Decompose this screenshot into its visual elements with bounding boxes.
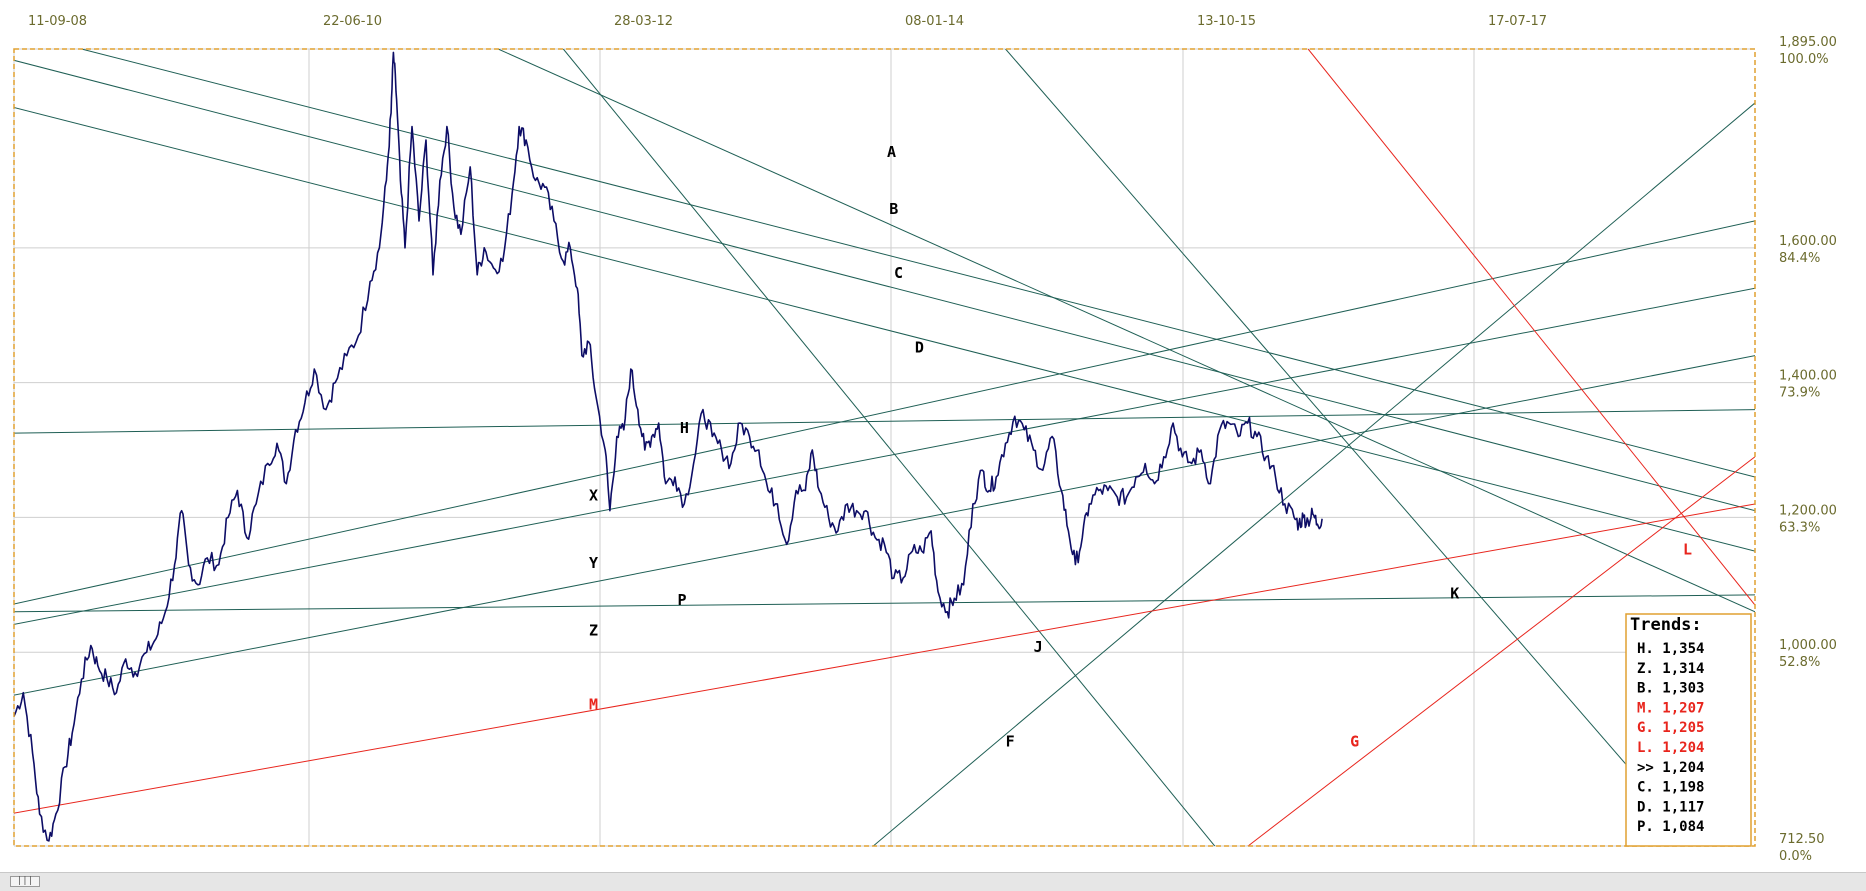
trendline-label-x: X [589,487,598,505]
trendline-k [872,102,1755,846]
trendline-label-b: B [889,200,898,218]
y-tick-price-label: 1,000.00 [1779,638,1837,653]
trends-legend-row: H. 1,354 [1637,641,1704,657]
trendline-h [14,409,1755,434]
plot-frame [13,48,1756,847]
trends-legend-box [1625,613,1752,847]
x-tick-label: 17-07-17 [1488,14,1547,29]
trendline-f [1005,49,1635,774]
y-tick-percent-label: 0.0% [1779,849,1812,864]
trendline-l [1247,456,1755,846]
trendlines [14,49,1755,846]
y-tick-price-label: 1,400.00 [1779,369,1837,384]
y-tick-percent-label: 52.8% [1779,655,1820,670]
scrollbar-thumb[interactable]: ||| [10,876,40,887]
horizontal-scrollbar[interactable]: ||| [0,872,1866,891]
trends-legend-title: Trends: [1630,615,1702,635]
trends-legend-row: B. 1,303 [1637,681,1704,697]
trends-legend-row: >> 1,204 [1637,760,1704,776]
y-tick-price-label: 1,200.00 [1779,503,1837,518]
trends-legend-row: G. 1,205 [1637,720,1704,736]
trendline-label-l: L [1683,540,1692,558]
trends-legend-row: D. 1,117 [1637,799,1704,815]
x-tick-label: 13-10-15 [1197,14,1256,29]
trendline-label-k: K [1450,584,1459,602]
y-tick-price-label: 712.50 [1779,832,1825,847]
y-tick-price-label: 1,895.00 [1779,35,1837,50]
x-tick-label: 22-06-10 [323,14,382,29]
price-series [14,51,1323,842]
y-axis-ticks: 1,895.00 100.0% 1,600.00 84.4% 1,400.00 73.9%… [1779,35,1837,864]
trendline-label-f: F [1006,733,1015,751]
trends-legend-row: Z. 1,314 [1637,661,1704,677]
y-tick-price-label: 1,600.00 [1779,234,1837,249]
trendline-x [14,220,1755,605]
grid-lines [13,48,1755,847]
y-tick-percent-label: 84.4% [1779,251,1820,266]
price-chart: 11-09-08 22-06-10 28-03-12 08-01-14 13-10-15… [13,14,1837,864]
trendline-b [14,59,1755,512]
y-tick-percent-label: 73.9% [1779,386,1820,401]
trendline-label-d: D [915,338,924,356]
trendline-label-h: H [680,419,689,437]
trends-legend-row: L. 1,204 [1637,740,1704,756]
trendline-g [1307,49,1755,606]
y-tick-percent-label: 100.0% [1779,52,1829,67]
trendline-label-y: Y [589,554,598,572]
x-tick-label: 28-03-12 [614,14,673,29]
trends-legend-row: M. 1,207 [1637,700,1704,716]
trends-legend: Trends: H. 1,354 Z. 1,314 B. 1,303 M. 1,207… [1625,613,1752,847]
trendline-label-z: Z [589,621,598,639]
trendline-label-m: M [589,696,598,714]
x-axis-ticks: 11-09-08 22-06-10 28-03-12 08-01-14 13-10-15… [28,14,1547,29]
y-tick-percent-label: 63.3% [1779,520,1820,535]
x-tick-label: 11-09-08 [28,14,87,29]
trendline-z [14,355,1755,696]
trendline-label-a: A [887,143,896,161]
trendline-y [14,287,1755,625]
trendline-a [81,49,1755,478]
trendline-label-j: J [1034,638,1043,656]
trends-legend-row: P. 1,084 [1637,819,1704,835]
trendline-p [14,594,1755,613]
trendline-c [14,106,1755,552]
trendline-j [562,49,1216,846]
trendline-label-g: G [1350,733,1359,751]
trendline-d [497,49,1755,613]
trends-legend-rows: H. 1,354 Z. 1,314 B. 1,303 M. 1,207 G. 1,205… [1637,641,1704,835]
trends-legend-row: C. 1,198 [1637,780,1704,796]
trendline-m [14,503,1755,814]
price-line [14,51,1323,842]
trendline-label-p: P [677,591,686,609]
trendline-labels: A B C D H X Y P Z J K F M G L [589,143,1692,751]
trendline-label-c: C [894,264,903,282]
x-tick-label: 08-01-14 [905,14,964,29]
